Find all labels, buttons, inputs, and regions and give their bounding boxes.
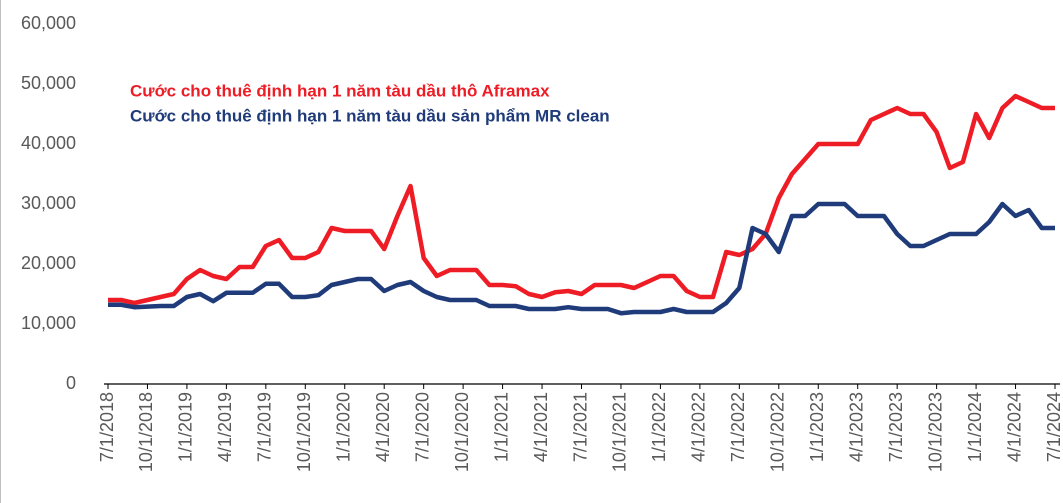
y-tick-label: 20,000 — [21, 253, 76, 273]
y-tick-label: 50,000 — [21, 73, 76, 93]
x-tick-label: 1/1/2023 — [807, 392, 827, 462]
x-tick-label: 1/1/2022 — [649, 392, 669, 462]
legend-entry: Cước cho thuê định hạn 1 năm tàu dầu sản… — [130, 106, 610, 125]
x-tick-label: 4/1/2020 — [373, 392, 393, 462]
x-tick-label: 7/1/2018 — [97, 392, 117, 462]
x-tick-label: 1/1/2024 — [965, 392, 985, 462]
y-tick-label: 0 — [66, 373, 76, 393]
x-tick-label: 10/1/2021 — [610, 392, 630, 472]
x-tick-label: 7/1/2022 — [728, 392, 748, 462]
x-tick-label: 7/1/2020 — [412, 392, 432, 462]
y-tick-label: 30,000 — [21, 193, 76, 213]
x-tick-label: 1/1/2020 — [334, 392, 354, 462]
x-tick-label: 10/1/2018 — [136, 392, 156, 472]
legend-entry: Cước cho thuê định hạn 1 năm tàu dầu thô… — [130, 81, 550, 100]
x-tick-label: 10/1/2023 — [925, 392, 945, 472]
x-tick-label: 1/1/2021 — [491, 392, 511, 462]
x-tick-label: 7/1/2024 — [1044, 392, 1063, 462]
x-tick-label: 4/1/2024 — [1004, 392, 1024, 462]
x-tick-label: 7/1/2021 — [570, 392, 590, 462]
x-tick-label: 7/1/2023 — [886, 392, 906, 462]
y-tick-label: 40,000 — [21, 133, 76, 153]
x-tick-label: 10/1/2020 — [452, 392, 472, 472]
y-tick-label: 10,000 — [21, 313, 76, 333]
x-tick-label: 4/1/2023 — [846, 392, 866, 462]
x-tick-label: 7/1/2019 — [255, 392, 275, 462]
x-tick-label: 4/1/2022 — [689, 392, 709, 462]
series-line — [108, 93, 1055, 306]
x-tick-label: 4/1/2019 — [215, 392, 235, 462]
y-tick-label: 60,000 — [21, 13, 76, 33]
x-tick-label: 4/1/2021 — [531, 392, 551, 462]
x-tick-label: 10/1/2019 — [294, 392, 314, 472]
x-tick-label: 1/1/2019 — [176, 392, 196, 462]
series-line — [108, 201, 1055, 316]
x-tick-label: 10/1/2022 — [768, 392, 788, 472]
